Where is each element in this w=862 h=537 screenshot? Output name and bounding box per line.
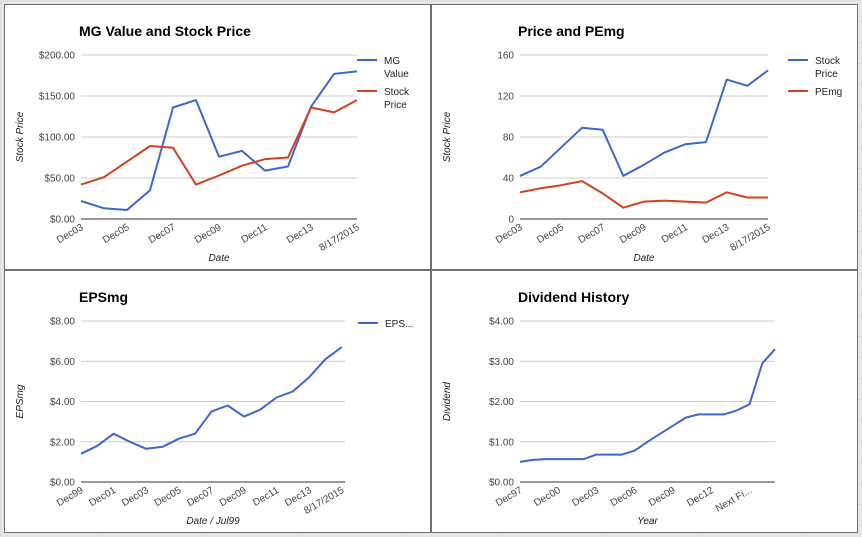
x-tick-label: Dec12 [685,485,716,509]
x-tick-label: Dec09 [218,485,249,509]
x-tick-label: Dec03 [120,485,151,509]
legend-label: Stock [815,56,841,67]
y-tick-label: $50.00 [44,174,75,185]
y-axis-label: Stock Price [15,111,26,162]
chart-dividend-history[interactable]: Dividend History $0.00 $1.00 $2.00 $3.00 $4.0… [431,270,858,533]
y-tick-label: $4.00 [489,317,514,328]
y-tick-label: $3.00 [489,357,514,368]
y-tick-label: $0.00 [50,215,75,226]
y-tick-label: 80 [503,133,515,144]
series-line-dividend [519,348,776,463]
x-axis-label: Date / Jul99 [186,516,240,527]
x-tick-label: Dec11 [660,222,690,246]
y-tick-label: $0.00 [50,478,75,489]
y-tick-label: $2.00 [50,437,75,448]
y-tick-label: $8.00 [50,317,75,328]
chart-title: Dividend History [518,289,629,305]
legend-label: EPS... [385,319,413,330]
chart-title: Price and PEmg [518,23,625,39]
chart-epsmg[interactable]: EPSmg $0.00 $2.00 $4.00 $6.00 $8.00 Dec99 Dec01… [4,270,431,533]
x-tick-label: Dec05 [101,222,132,246]
x-axis-label: Date [633,253,655,264]
x-tick-label: Dec09 [193,222,224,246]
y-axis-label: Dividend [442,382,453,421]
series-line-eps [80,346,343,455]
x-tick-label: 8/17/2015 [317,222,361,254]
y-tick-label: $0.00 [489,478,514,489]
x-tick-label: Dec07 [577,222,608,246]
x-tick-label: Dec05 [535,222,566,246]
x-axis-label: Year [637,516,658,527]
legend-label: MG [384,56,400,67]
x-tick-label: Dec13 [701,222,732,246]
chart-svg: MG Value and Stock Price $0.00 $50.00 $100.… [15,23,410,264]
legend-label: Price [384,100,407,111]
legend-label: PEmg [815,87,842,98]
x-tick-label: Dec11 [240,222,270,246]
chart-mg-value-stock-price[interactable]: MG Value and Stock Price $0.00 $50.00 $100.… [4,4,431,270]
series-line-stock-price [80,99,358,186]
x-tick-label: Dec00 [532,485,563,509]
series-line-mg-value [80,70,358,211]
x-tick-label: Dec06 [609,485,640,509]
chart-title: EPSmg [79,289,128,305]
series-line-stock-price [519,69,769,177]
chart-title: MG Value and Stock Price [79,23,251,39]
x-tick-label: Dec09 [647,485,678,509]
y-tick-label: 120 [497,92,514,103]
y-axis-label: EPSmg [15,384,26,418]
x-tick-label: Dec05 [153,485,184,509]
y-tick-label: $150.00 [39,92,76,103]
y-tick-label: $1.00 [489,437,514,448]
y-tick-label: $4.00 [50,397,75,408]
x-tick-label: Dec03 [570,485,601,509]
x-tick-label: Dec11 [251,485,281,509]
x-tick-label: 8/17/2015 [728,222,772,254]
series-line-pemg [519,180,768,209]
legend-label: Price [815,69,838,80]
y-tick-label: $200.00 [39,51,76,62]
x-axis-label: Date [208,253,230,264]
y-tick-label: 40 [503,174,515,185]
x-tick-label: Dec07 [147,222,178,246]
y-tick-label: $100.00 [39,133,76,144]
chart-price-pemg[interactable]: Price and PEmg 0 40 80 120 160 Dec03 Dec05 Dec07… [431,4,858,270]
x-tick-label: Dec09 [618,222,649,246]
y-tick-label: $2.00 [489,397,514,408]
x-tick-label: Next Fi... [714,485,754,515]
y-tick-label: 0 [508,215,514,226]
legend-label: Stock [384,87,410,98]
y-tick-label: 160 [497,51,514,62]
legend-label: Value [384,69,409,80]
x-tick-label: Dec13 [285,222,316,246]
chart-svg: Dividend History $0.00 $1.00 $2.00 $3.00 $4.0… [442,289,776,527]
x-tick-label: Dec01 [88,485,119,509]
y-axis-label: Stock Price [442,111,453,162]
y-tick-label: $6.00 [50,357,75,368]
x-tick-label: Dec07 [185,485,216,509]
